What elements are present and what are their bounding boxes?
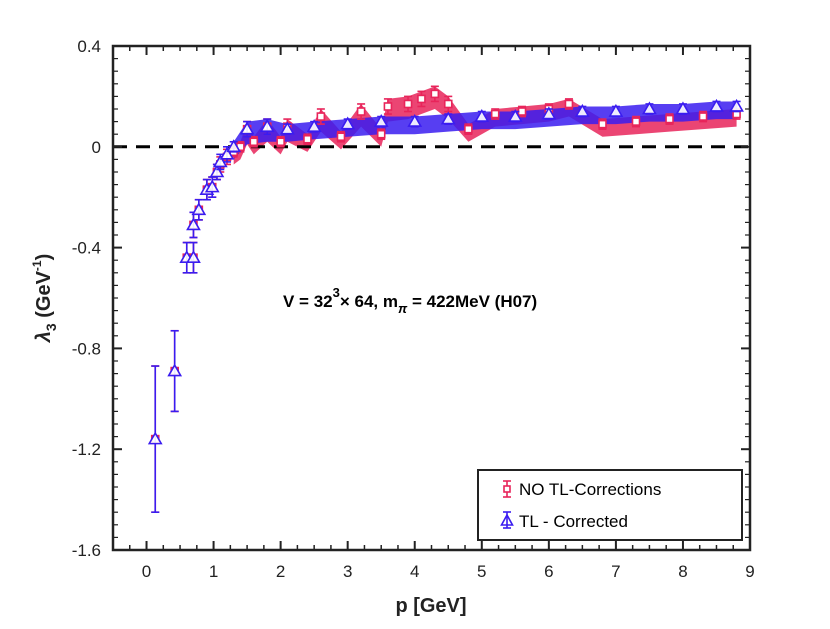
data-point-triangle	[340, 116, 356, 130]
x-tick-label: 7	[611, 562, 620, 581]
data-point-triangle	[219, 146, 235, 160]
data-point-square	[336, 132, 346, 142]
y-axis-title: λ3 (GeV-1)	[30, 254, 59, 344]
data-point-triangle	[204, 179, 220, 193]
data-point-square	[665, 114, 674, 124]
data-point-triangle	[608, 103, 624, 117]
x-tick-label: 6	[544, 562, 553, 581]
data-point-triangle	[209, 164, 225, 178]
y-tick-label: 0.4	[77, 37, 101, 56]
data-point-square	[417, 94, 426, 104]
x-tick-label: 4	[410, 562, 419, 581]
y-axis-title-unit-close: )	[33, 254, 55, 261]
data-point-triangle	[574, 103, 590, 117]
data-point-triangle	[407, 113, 423, 127]
data-point-triangle	[474, 108, 490, 122]
legend-label-no-tl: NO TL-Corrections	[519, 480, 661, 499]
y-axis-title-unit: (GeV	[33, 270, 55, 323]
y-tick-label: -1.6	[72, 541, 101, 560]
x-tick-label: 2	[276, 562, 285, 581]
data-point-square	[383, 102, 393, 111]
y-tick-label: 0	[92, 138, 101, 157]
data-point-square	[356, 107, 366, 116]
data-point-triangle	[167, 363, 183, 377]
x-tick-labels: 0 1 2 3 4 5 6 7 8 9	[142, 562, 755, 581]
y-axis-title-unit-exponent: -1	[30, 260, 44, 271]
data-point-square	[598, 119, 607, 129]
legend-box	[477, 469, 743, 541]
data-point-square	[249, 137, 259, 147]
data-point-triangle	[729, 98, 744, 112]
x-tick-label: 5	[477, 562, 486, 581]
data-point-triangle	[191, 202, 207, 216]
data-point-triangle	[440, 111, 456, 125]
data-point-square	[631, 117, 641, 126]
y-axis-title-subscript: 3	[43, 323, 59, 331]
data-point-triangle	[147, 431, 163, 445]
data-point-triangle	[709, 98, 724, 112]
annotation-exponent: 3	[333, 285, 340, 300]
plot-frame	[111, 44, 752, 552]
annotation-middle: × 64, m	[340, 292, 398, 311]
x-axis-title: p [GeV]	[395, 595, 466, 617]
data-point-triangle	[259, 119, 275, 132]
data-point-triangle	[507, 108, 523, 122]
data-point-square	[564, 99, 574, 109]
legend-marker-no-tl	[503, 480, 511, 498]
legend-label-tl: TL - Corrected	[519, 512, 628, 531]
x-tick-label: 0	[142, 562, 151, 581]
data-point-square	[403, 99, 413, 109]
data-point-square	[490, 109, 500, 119]
data-point-triangle	[541, 106, 557, 120]
y-tick-label: -1.2	[72, 440, 101, 459]
data-point-square	[698, 112, 708, 121]
data-point-square	[430, 89, 440, 99]
data-point-triangle	[642, 101, 657, 115]
annotation-subscript: π	[398, 301, 408, 316]
series-tl-corrected	[147, 98, 744, 514]
data-point-square	[376, 129, 386, 139]
data-point-triangle	[675, 101, 691, 115]
data-point-square	[276, 137, 285, 147]
lattice-annotation: V = 323× 64, mπ = 422MeV (H07)	[283, 285, 537, 316]
data-point-square	[316, 112, 326, 121]
data-point-square	[443, 99, 453, 109]
data-point-triangle	[226, 139, 242, 153]
x-tick-label: 9	[745, 562, 754, 581]
y-tick-labels: 0.4 0 -0.4 -0.8 -1.2 -1.6	[72, 37, 101, 560]
data-point-triangle	[186, 250, 201, 263]
data-point-triangle	[279, 121, 295, 135]
x-tick-label: 8	[678, 562, 687, 581]
data-point-triangle	[306, 119, 322, 132]
data-point-triangle	[239, 121, 255, 135]
data-point-triangle	[186, 217, 201, 231]
y-tick-label: -0.4	[72, 239, 101, 258]
data-point-square	[517, 107, 527, 116]
annotation-suffix: = 422MeV (H07)	[407, 292, 537, 311]
legend-marker-tl	[500, 511, 514, 529]
legend: NO TL-Corrections TL - Corrected	[477, 469, 743, 541]
x-tick-label: 3	[343, 562, 352, 581]
y-tick-label: -0.8	[72, 339, 101, 358]
data-point-square	[303, 134, 312, 144]
y-axis-title-lambda: λ	[33, 331, 55, 343]
x-tick-label: 1	[209, 562, 218, 581]
data-point-triangle	[373, 113, 389, 127]
data-point-square	[464, 124, 473, 134]
annotation-prefix: V = 32	[283, 292, 333, 311]
